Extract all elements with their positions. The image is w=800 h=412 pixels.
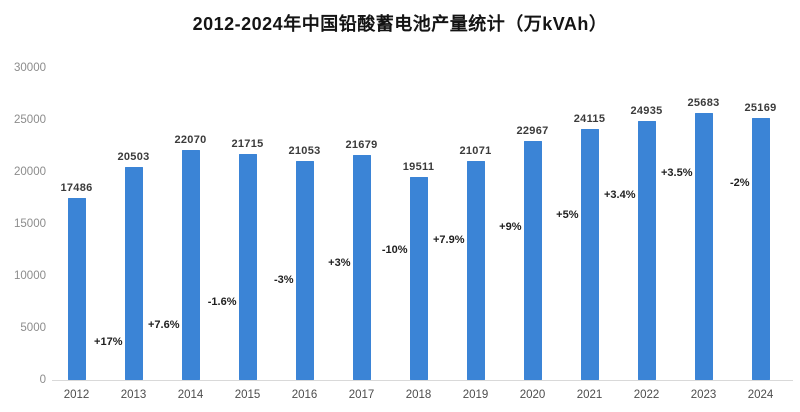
- value-label-2024: 25169: [744, 102, 777, 115]
- bar-2014: [181, 150, 200, 380]
- y-axis-tick-label: 30000: [14, 62, 46, 74]
- chart-title: 2012-2024年中国铅酸蓄电池产量统计（万kVAh）: [192, 14, 608, 34]
- x-axis-tick-label-2015: 2015: [234, 389, 261, 401]
- value-label-2016: 21053: [288, 145, 321, 158]
- pct-change-label-2019: +7.9%: [433, 233, 465, 246]
- value-label-2023: 25683: [687, 96, 720, 109]
- x-axis-tick-label-2020: 2020: [519, 389, 546, 401]
- pct-change-label-2018: -10%: [381, 244, 408, 256]
- value-label-2020: 22967: [516, 125, 549, 138]
- y-axis-tick-label: 20000: [14, 166, 46, 178]
- y-axis-tick-label: 5000: [20, 322, 46, 334]
- bar-2015: [238, 154, 257, 380]
- value-label-2015: 21715: [231, 138, 264, 151]
- x-axis-tick-label-2012: 2012: [63, 389, 90, 401]
- value-label-2014: 22070: [174, 134, 207, 147]
- x-axis-tick-label-2021: 2021: [576, 389, 603, 401]
- value-label-2017: 21679: [345, 138, 378, 151]
- pct-change-label-2023: +3.5%: [661, 167, 693, 180]
- y-axis-tick-label: 15000: [14, 218, 46, 230]
- value-label-2019: 21071: [459, 144, 492, 157]
- bar-2013: [124, 166, 143, 380]
- x-axis-line: [52, 380, 793, 381]
- y-axis-tick-label: 0: [39, 374, 46, 386]
- bar-2016: [295, 161, 314, 380]
- pct-change-label-2017: +3%: [328, 257, 351, 269]
- pct-change-label-2021: +5%: [556, 208, 579, 221]
- x-axis-tick-label-2018: 2018: [405, 389, 432, 401]
- pct-change-label-2020: +9%: [499, 221, 522, 234]
- y-axis-tick-label: 25000: [14, 114, 46, 126]
- bar-2020: [523, 141, 542, 380]
- x-axis-tick-label-2024: 2024: [747, 389, 774, 401]
- pct-change-label-2013: +17%: [94, 335, 123, 348]
- x-axis-tick-label-2016: 2016: [291, 389, 318, 401]
- x-axis-tick-label-2017: 2017: [348, 389, 375, 401]
- x-axis-tick-label-2023: 2023: [690, 389, 717, 401]
- bar-2022: [637, 120, 656, 380]
- bar-2023: [694, 112, 713, 380]
- pct-change-label-2024: -2%: [729, 177, 750, 190]
- y-axis-tick-label: 10000: [14, 270, 46, 282]
- pct-change-label-2015: -1.6%: [207, 296, 237, 308]
- value-label-2022: 24935: [630, 104, 663, 117]
- bar-2019: [466, 160, 485, 380]
- bar-2012: [67, 198, 86, 380]
- bar-2017: [352, 154, 371, 380]
- value-label-2012: 17486: [60, 182, 93, 195]
- x-axis-tick-label-2022: 2022: [633, 389, 660, 401]
- value-label-2018: 19511: [402, 161, 435, 174]
- value-label-2021: 24115: [573, 113, 606, 126]
- pct-change-label-2022: +3.4%: [604, 188, 636, 201]
- pct-change-label-2014: +7.6%: [148, 318, 180, 331]
- value-label-2013: 20503: [117, 150, 150, 163]
- bar-2024: [751, 118, 770, 380]
- x-axis-tick-label-2013: 2013: [120, 389, 147, 401]
- pct-change-label-2016: -3%: [273, 274, 294, 287]
- bar-2018: [409, 177, 428, 380]
- bar-2021: [580, 129, 599, 380]
- x-axis-tick-label-2019: 2019: [462, 389, 489, 401]
- x-axis-tick-label-2014: 2014: [177, 389, 204, 401]
